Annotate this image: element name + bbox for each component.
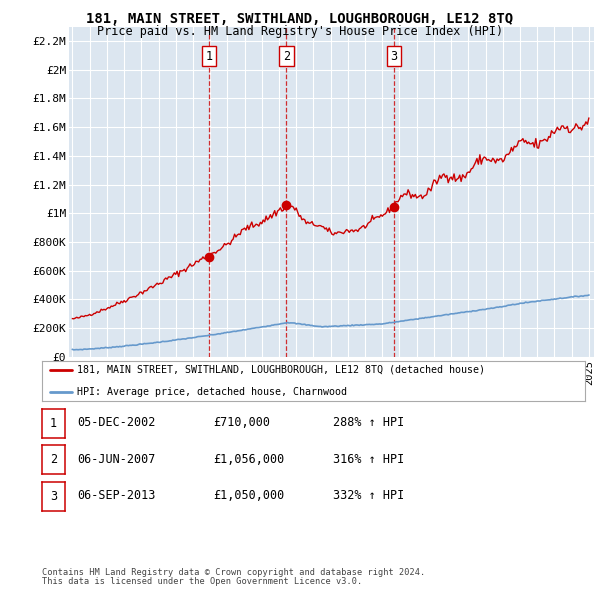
Text: Price paid vs. HM Land Registry's House Price Index (HPI): Price paid vs. HM Land Registry's House … (97, 25, 503, 38)
Text: 06-JUN-2007: 06-JUN-2007 (77, 453, 155, 466)
Text: 316% ↑ HPI: 316% ↑ HPI (333, 453, 404, 466)
Text: £710,000: £710,000 (213, 416, 270, 429)
Text: 332% ↑ HPI: 332% ↑ HPI (333, 489, 404, 502)
Text: This data is licensed under the Open Government Licence v3.0.: This data is licensed under the Open Gov… (42, 578, 362, 586)
Text: 2: 2 (50, 453, 57, 466)
Text: 2: 2 (283, 50, 290, 63)
Text: 05-DEC-2002: 05-DEC-2002 (77, 416, 155, 429)
Text: 06-SEP-2013: 06-SEP-2013 (77, 489, 155, 502)
Text: £1,050,000: £1,050,000 (213, 489, 284, 502)
Text: 3: 3 (390, 50, 397, 63)
Text: 3: 3 (50, 490, 57, 503)
Text: £1,056,000: £1,056,000 (213, 453, 284, 466)
Text: Contains HM Land Registry data © Crown copyright and database right 2024.: Contains HM Land Registry data © Crown c… (42, 568, 425, 577)
Text: 288% ↑ HPI: 288% ↑ HPI (333, 416, 404, 429)
Text: 181, MAIN STREET, SWITHLAND, LOUGHBOROUGH, LE12 8TQ: 181, MAIN STREET, SWITHLAND, LOUGHBOROUG… (86, 12, 514, 26)
Text: 1: 1 (205, 50, 212, 63)
Text: HPI: Average price, detached house, Charnwood: HPI: Average price, detached house, Char… (77, 388, 347, 398)
Text: 1: 1 (50, 417, 57, 430)
Text: 181, MAIN STREET, SWITHLAND, LOUGHBOROUGH, LE12 8TQ (detached house): 181, MAIN STREET, SWITHLAND, LOUGHBOROUG… (77, 365, 485, 375)
